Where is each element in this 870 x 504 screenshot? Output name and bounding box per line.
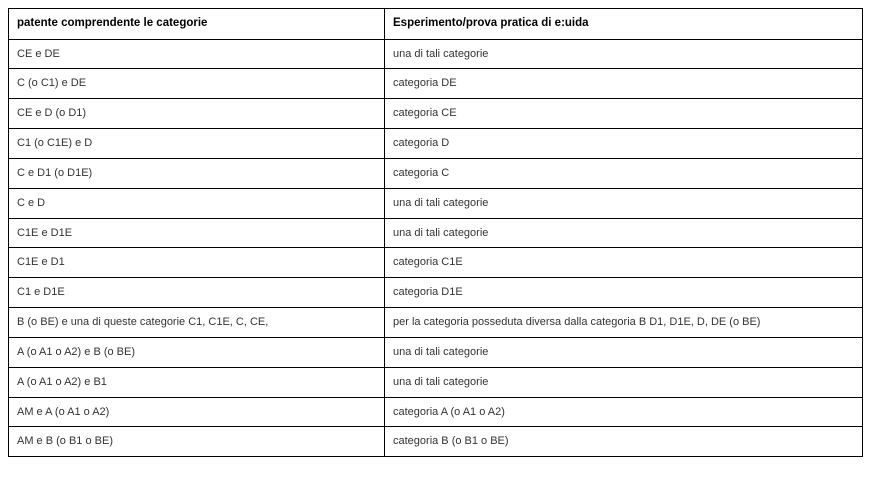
cell-categories: AM e A (o A1 o A2) xyxy=(9,397,385,427)
cell-categories: C1 (o C1E) e D xyxy=(9,129,385,159)
column-header-experiment: Esperimento/prova pratica di e:uida xyxy=(385,9,863,40)
cell-experiment: categoria DE xyxy=(385,69,863,99)
table-header-row: patente comprendente le categorie Esperi… xyxy=(9,9,863,40)
table-row: A (o A1 o A2) e B (o BE) una di tali cat… xyxy=(9,337,863,367)
table-row: A (o A1 o A2) e B1 una di tali categorie xyxy=(9,367,863,397)
table-row: C1E e D1 categoria C1E xyxy=(9,248,863,278)
cell-experiment: categoria C xyxy=(385,158,863,188)
cell-categories: A (o A1 o A2) e B1 xyxy=(9,367,385,397)
table-row: CE e D (o D1) categoria CE xyxy=(9,99,863,129)
table-row: C (o C1) e DE categoria DE xyxy=(9,69,863,99)
cell-experiment: categoria CE xyxy=(385,99,863,129)
cell-categories: AM e B (o B1 o BE) xyxy=(9,427,385,457)
cell-experiment: categoria D1E xyxy=(385,278,863,308)
cell-categories: C1E e D1E xyxy=(9,218,385,248)
cell-experiment: categoria D xyxy=(385,129,863,159)
table-row: C e D1 (o D1E) categoria C xyxy=(9,158,863,188)
cell-categories: C1E e D1 xyxy=(9,248,385,278)
cell-categories: C1 e D1E xyxy=(9,278,385,308)
table-row: C1 (o C1E) e D categoria D xyxy=(9,129,863,159)
cell-experiment: categoria B (o B1 o BE) xyxy=(385,427,863,457)
table-row: B (o BE) e una di queste categorie C1, C… xyxy=(9,308,863,338)
cell-categories: C e D xyxy=(9,188,385,218)
cell-categories: CE e DE xyxy=(9,39,385,69)
table-row: C1E e D1E una di tali categorie xyxy=(9,218,863,248)
cell-experiment: categoria C1E xyxy=(385,248,863,278)
table-row: C e D una di tali categorie xyxy=(9,188,863,218)
table-row: C1 e D1E categoria D1E xyxy=(9,278,863,308)
table-row: AM e B (o B1 o BE) categoria B (o B1 o B… xyxy=(9,427,863,457)
cell-categories: B (o BE) e una di queste categorie C1, C… xyxy=(9,308,385,338)
cell-experiment: una di tali categorie xyxy=(385,188,863,218)
cell-experiment: categoria A (o A1 o A2) xyxy=(385,397,863,427)
cell-experiment: per la categoria posseduta diversa dalla… xyxy=(385,308,863,338)
cell-categories: CE e D (o D1) xyxy=(9,99,385,129)
table-row: CE e DE una di tali categorie xyxy=(9,39,863,69)
column-header-categories: patente comprendente le categorie xyxy=(9,9,385,40)
cell-experiment: una di tali categorie xyxy=(385,367,863,397)
cell-experiment: una di tali categorie xyxy=(385,218,863,248)
cell-categories: C e D1 (o D1E) xyxy=(9,158,385,188)
cell-experiment: una di tali categorie xyxy=(385,337,863,367)
license-categories-table: patente comprendente le categorie Esperi… xyxy=(8,8,863,457)
cell-experiment: una di tali categorie xyxy=(385,39,863,69)
table-row: AM e A (o A1 o A2) categoria A (o A1 o A… xyxy=(9,397,863,427)
cell-categories: A (o A1 o A2) e B (o BE) xyxy=(9,337,385,367)
cell-categories: C (o C1) e DE xyxy=(9,69,385,99)
